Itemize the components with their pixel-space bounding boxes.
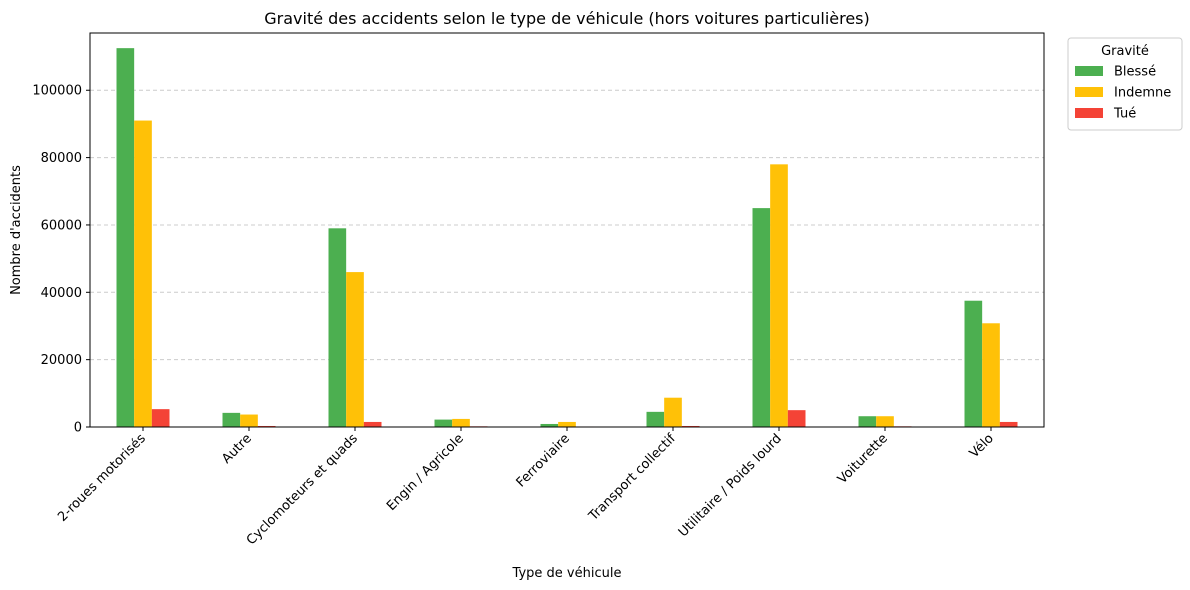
y-axis: 0 20000 40000 60000 80000 100000 <box>32 84 90 436</box>
legend-title: Gravité <box>1101 44 1149 59</box>
bar-indemne <box>558 421 576 427</box>
bar-indemne <box>452 418 470 427</box>
bar-blessé <box>434 419 453 427</box>
legend-label: Tué <box>1113 107 1136 122</box>
chart-title: Gravité des accidents selon le type de v… <box>264 9 870 28</box>
bar-tué <box>787 410 806 427</box>
x-axis-label: Type de véhicule <box>512 566 622 581</box>
bar-indemne <box>346 272 364 427</box>
bar-tué <box>681 425 700 427</box>
bar-blessé <box>540 423 559 427</box>
x-tick-label: Cyclomoteurs et quads <box>244 431 361 548</box>
x-tick-label: Transport collectif <box>586 431 680 525</box>
y-tick-label: 40000 <box>41 286 82 301</box>
legend-swatch <box>1075 108 1103 118</box>
legend: Gravité Blessé Indemne Tué <box>1067 37 1183 131</box>
x-tick-label: Engin / Agricole <box>384 431 467 514</box>
bar-blessé <box>646 411 665 427</box>
bar-blessé <box>222 412 241 427</box>
x-tick-label: Voiturette <box>835 431 891 487</box>
bars <box>116 48 1018 428</box>
legend-swatch <box>1075 87 1103 97</box>
bar-tué <box>151 409 170 427</box>
y-tick-label: 0 <box>74 421 82 436</box>
bar-indemne <box>876 416 894 427</box>
bar-blessé <box>964 300 983 427</box>
x-tick-label: Vélo <box>967 431 997 461</box>
bar-tué <box>257 425 276 427</box>
y-tick-label: 80000 <box>41 151 82 166</box>
legend-label: Blessé <box>1114 65 1156 80</box>
bar-blessé <box>116 48 135 428</box>
plot-frame <box>89 32 1045 428</box>
bar-blessé <box>858 416 877 427</box>
bar-indemne <box>982 323 1000 427</box>
bar-indemne <box>770 164 788 428</box>
bar-indemne <box>134 120 152 428</box>
legend-frame <box>1067 37 1183 131</box>
bar-tué <box>999 421 1018 427</box>
y-tick-label: 60000 <box>41 218 82 233</box>
bar-indemne <box>240 414 258 427</box>
x-tick-label: Ferroviaire <box>514 431 573 490</box>
grid <box>90 89 1044 361</box>
x-tick-label: Utilitaire / Poids lourd <box>676 431 785 540</box>
bar-blessé <box>328 228 347 427</box>
bar-blessé <box>752 208 771 427</box>
legend-swatch <box>1075 66 1103 76</box>
y-axis-label: Nombre d'accidents <box>9 165 24 295</box>
bar-tué <box>363 421 382 427</box>
y-tick-label: 20000 <box>41 353 82 368</box>
bar-indemne <box>664 397 682 427</box>
y-tick-label: 100000 <box>32 84 82 99</box>
x-tick-label: Autre <box>219 431 255 467</box>
x-tick-label: 2-roues motorisés <box>55 431 149 525</box>
legend-label: Indemne <box>1114 86 1171 101</box>
